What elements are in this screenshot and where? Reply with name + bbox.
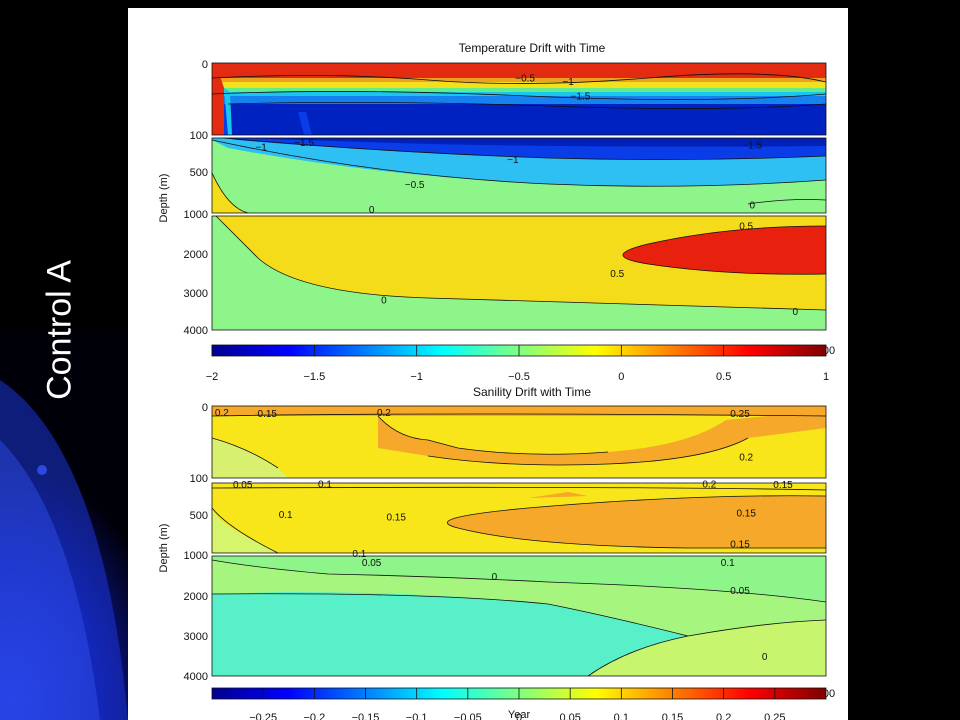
sal-contour-label-5: 0.05 [233, 480, 253, 491]
temperature-colorbar-ticks: −2 −1.5 −1 −0.5 0 0.5 1 [206, 345, 829, 383]
sal-colorbar-tick-2: −0.15 [352, 712, 380, 720]
temp-depth-tick-1000: 1000 [184, 209, 208, 221]
salinity-segment-1000-4000 [211, 555, 827, 677]
sal-contour-label-1: 0.15 [258, 409, 278, 420]
temperature-segment-0-100 [211, 62, 827, 136]
sal-contour-label-8: 0.15 [773, 480, 793, 491]
sal-contour-label-9: 0.1 [279, 510, 293, 521]
sal-contour-label-13: 0.1 [352, 549, 366, 560]
sal-contour-label-11: 0.15 [736, 509, 756, 520]
sal-depth-tick-0: 0 [202, 402, 208, 414]
sal-colorbar-tick-7: 0.1 [614, 712, 629, 720]
salinity-contour-labels: 0.2 0.15 0.2 0.250.20.05 0.1 0.2 0.150.1 0.15 0.… [215, 408, 793, 663]
temp-colorbar-tick-1: −1.5 [303, 371, 325, 383]
sal-contour-label-3: 0.25 [730, 409, 750, 420]
bullet-dot-icon [37, 465, 47, 475]
temp-contour-label-11: 0.5 [610, 269, 624, 280]
temperature-segment-1000-4000 [211, 215, 827, 331]
sal-contour-label-12: 0.15 [730, 540, 750, 551]
salinity-xlabel: Year [508, 709, 531, 720]
temp-depth-tick-2000: 2000 [184, 249, 208, 261]
temp-colorbar-tick-5: 0.5 [716, 371, 731, 383]
temp-colorbar-tick-3: −0.5 [508, 371, 530, 383]
salinity-segment-100-1000 [211, 482, 827, 554]
sal-contour-label-10: 0.15 [386, 512, 406, 523]
sal-contour-label-14: 0.05 [362, 558, 382, 569]
temp-contour-label-3: −1 [255, 142, 267, 153]
sal-contour-label-7: 0.2 [702, 479, 716, 490]
sal-colorbar-tick-9: 0.2 [716, 712, 731, 720]
sal-depth-tick-2000: 2000 [184, 591, 208, 603]
sal-contour-label-17: 0.05 [730, 586, 750, 597]
temp-depth-tick-3000: 3000 [184, 288, 208, 300]
temp-contour-label-0: −0.5 [515, 73, 535, 84]
temp-depth-tick-500: 500 [190, 167, 208, 179]
sal-contour-label-4: 0.2 [739, 452, 753, 463]
sal-colorbar-tick-4: −0.05 [454, 712, 482, 720]
temp-colorbar-tick-0: −2 [206, 371, 219, 383]
temperature-plot: Temperature Drift with Time [158, 41, 835, 383]
sal-contour-label-6: 0.1 [318, 479, 332, 490]
figure-svg: Temperature Drift with Time [158, 41, 835, 720]
temp-contour-label-12: 0 [381, 296, 387, 307]
sal-contour-label-16: 0 [492, 572, 498, 583]
temp-depth-tick-100: 100 [190, 130, 208, 142]
temp-contour-label-6: −1.5 [742, 141, 762, 152]
temperature-segment-100-1000 [211, 137, 827, 214]
slide-title: Control A [40, 260, 79, 400]
sal-depth-tick-3000: 3000 [184, 631, 208, 643]
sal-contour-label-18: 0 [762, 652, 768, 663]
temp-contour-label-4: −1.5 [294, 138, 314, 149]
temp-contour-label-1: −1 [562, 77, 574, 88]
sal-depth-tick-100: 100 [190, 473, 208, 485]
temp-depth-tick-4000: 4000 [184, 325, 208, 337]
temperature-depth-axis: 0 100 500 1000 2000 3000 4000 Depth (m) [158, 59, 208, 337]
sal-depth-tick-1000: 1000 [184, 550, 208, 562]
sal-colorbar-tick-5: 0 [516, 712, 522, 720]
sal-colorbar-tick-10: 0.25 [764, 712, 785, 720]
sal-depth-tick-4000: 4000 [184, 671, 208, 683]
temp-contour-label-9: 0 [750, 201, 756, 212]
sal-contour-label-0: 0.2 [215, 408, 229, 419]
temp-colorbar-tick-2: −1 [410, 371, 423, 383]
temp-contour-label-7: −0.5 [405, 180, 425, 191]
salinity-segment-0-100 [211, 405, 827, 479]
temp-contour-label-2: −1.5 [571, 91, 591, 102]
salinity-plot-title: Sanility Drift with Time [473, 385, 591, 399]
sal-colorbar-tick-3: −0.1 [406, 712, 428, 720]
sal-colorbar-tick-0: −0.25 [249, 712, 277, 720]
temp-contour-label-10: 0.5 [739, 222, 753, 233]
sal-contour-label-2: 0.2 [377, 408, 391, 419]
temp-colorbar-tick-4: 0 [618, 371, 624, 383]
temp-depth-tick-0: 0 [202, 59, 208, 71]
sal-depth-tick-500: 500 [190, 510, 208, 522]
figure-panel: Temperature Drift with Time [128, 8, 848, 720]
salinity-colorbar-ticks: −0.25 −0.2 −0.15 −0.1 −0.05 0 0.05 0.1 0.15 0.2 0.… [249, 688, 786, 720]
temperature-ylabel: Depth (m) [158, 174, 170, 223]
sal-contour-label-15: 0.1 [721, 558, 735, 569]
sal-colorbar-tick-8: 0.15 [662, 712, 683, 720]
salinity-ylabel: Depth (m) [158, 524, 170, 573]
temp-contour-label-8: 0 [369, 205, 375, 216]
temp-colorbar-tick-6: 1 [823, 371, 829, 383]
sal-colorbar-tick-1: −0.2 [303, 712, 325, 720]
temp-contour-label-13: 0 [793, 307, 799, 318]
sal-colorbar-tick-6: 0.05 [559, 712, 580, 720]
temperature-contour-labels: −0.5 −1 −1.5 −1 −1.5 −1 −1.5 −0.5 0 0 0.5 0.5 0 0 [255, 73, 798, 318]
salinity-depth-axis: 0 100 500 1000 2000 3000 4000 Depth (m) [158, 402, 208, 683]
salinity-plot: Sanility Drift with Time [158, 385, 835, 720]
temp-contour-label-5: −1 [507, 155, 519, 166]
temperature-plot-title: Temperature Drift with Time [459, 41, 606, 55]
